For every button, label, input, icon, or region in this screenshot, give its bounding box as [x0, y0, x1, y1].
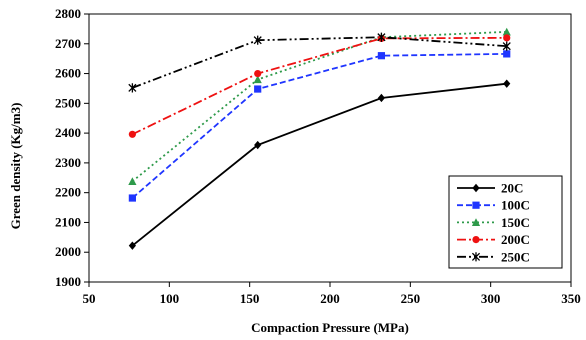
- y-tick-label: 1900: [55, 274, 81, 289]
- legend-label-200C: 200C: [501, 232, 530, 247]
- x-tick-label: 250: [401, 291, 421, 306]
- data-point-150C: [253, 75, 262, 84]
- data-point-20C: [254, 140, 262, 150]
- x-axis-label: Compaction Pressure (MPa): [251, 320, 409, 335]
- x-tick-label: 100: [160, 291, 180, 306]
- x-tick-label: 200: [320, 291, 340, 306]
- legend-marker-200C: [472, 236, 480, 244]
- data-point-250C: [502, 41, 511, 51]
- y-tick-label: 2800: [55, 6, 81, 21]
- data-point-250C: [377, 32, 386, 42]
- data-point-250C: [128, 83, 137, 93]
- y-tick-label: 2300: [55, 155, 81, 170]
- y-tick-label: 2600: [55, 66, 81, 81]
- x-tick-label: 350: [561, 291, 581, 306]
- y-tick-label: 2200: [55, 185, 81, 200]
- x-tick-label: 150: [240, 291, 260, 306]
- y-tick-label: 2500: [55, 95, 81, 110]
- data-point-150C: [502, 27, 511, 36]
- data-point-200C: [503, 34, 511, 42]
- x-tick-label: 300: [481, 291, 501, 306]
- series-line-200C: [131, 36, 507, 136]
- data-point-100C: [254, 85, 262, 93]
- data-point-20C: [377, 93, 386, 103]
- legend-marker-20C: [472, 183, 480, 193]
- legend-label-100C: 100C: [501, 198, 530, 213]
- y-tick-label: 2100: [55, 214, 81, 229]
- y-axis-label: Green density (Kg/m3): [8, 103, 23, 230]
- data-point-20C: [128, 241, 136, 250]
- legend-label-250C: 250C: [501, 249, 530, 264]
- y-tick-label: 2000: [55, 244, 81, 259]
- y-tick-label: 2400: [55, 125, 81, 140]
- data-point-200C: [254, 69, 262, 78]
- legend: 20C 100C 150C 200C 250C: [448, 175, 563, 269]
- series-line-20C: [131, 82, 507, 247]
- legend-label-150C: 150C: [501, 215, 530, 230]
- series-line-100C: [131, 53, 507, 199]
- data-point-200C: [128, 130, 136, 138]
- series-line-250C: [132, 36, 507, 89]
- series-line-150C: [131, 30, 507, 183]
- legend-label-20C: 20C: [501, 181, 523, 196]
- y-tick-label: 2700: [55, 36, 81, 51]
- data-point-100C: [128, 194, 136, 202]
- data-point-100C: [503, 50, 511, 58]
- legend-marker-100C: [472, 201, 480, 209]
- data-point-20C: [503, 79, 511, 88]
- legend-marker-250C: [471, 252, 481, 262]
- data-point-100C: [377, 52, 386, 60]
- data-point-150C: [128, 177, 137, 185]
- x-tick-label: 50: [83, 291, 96, 306]
- data-point-250C: [253, 35, 262, 45]
- legend-marker-150C: [471, 218, 481, 226]
